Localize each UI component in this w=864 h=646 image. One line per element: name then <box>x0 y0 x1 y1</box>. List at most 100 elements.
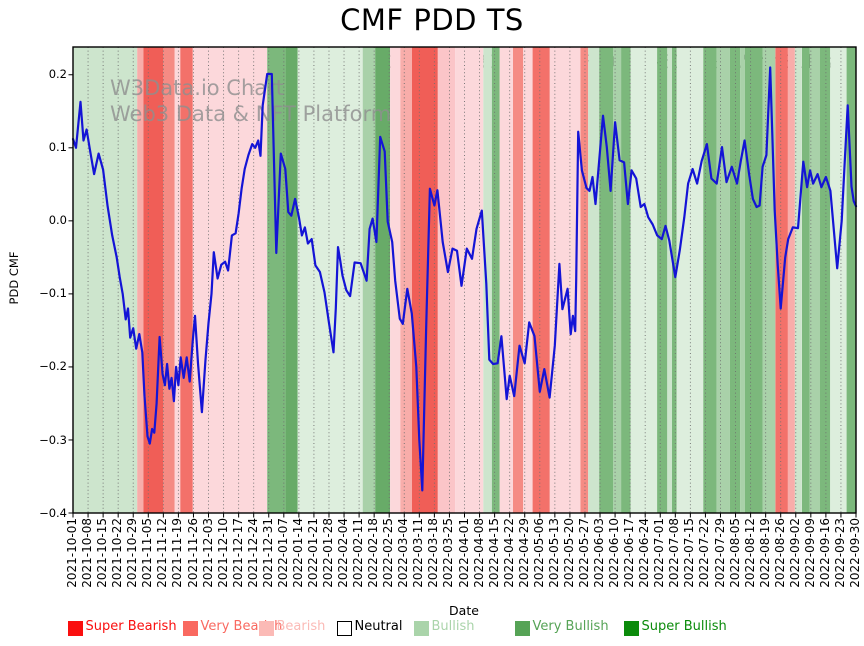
x-tick-label: 2022-06-24 <box>637 518 652 588</box>
x-tick-label: 2021-11-26 <box>185 518 200 588</box>
x-tick-label: 2022-04-01 <box>456 518 471 588</box>
classification-band <box>599 47 614 513</box>
classification-band <box>740 47 745 513</box>
legend-label-neutral: Neutral <box>354 619 403 634</box>
x-tick-label: 2021-10-08 <box>80 518 95 588</box>
classification-band <box>174 47 181 513</box>
x-tick-label: 2022-03-18 <box>426 518 441 588</box>
classification-band <box>744 47 763 513</box>
x-tick-label: 2022-02-11 <box>351 518 366 588</box>
classification-band <box>787 47 795 513</box>
x-tick-label: 2022-07-22 <box>697 518 712 588</box>
classification-band <box>455 47 484 513</box>
x-tick-label: 2022-04-29 <box>516 518 531 588</box>
x-tick-label: 2022-08-19 <box>757 518 772 588</box>
x-tick-label: 2022-04-22 <box>501 518 516 588</box>
x-tick-label: 2021-11-19 <box>170 518 185 588</box>
x-tick-label: 2022-05-27 <box>577 518 591 588</box>
x-tick-label: 2022-02-04 <box>336 518 350 588</box>
x-tick-label: 2022-02-18 <box>366 518 381 588</box>
watermark-line1: W3Data.io Chart <box>110 76 284 100</box>
y-axis-label: PDD CMF <box>7 251 21 305</box>
classification-band <box>588 47 600 513</box>
classification-band <box>286 47 298 513</box>
y-tick-label: −0.2 <box>39 359 67 374</box>
x-tick-label: 2022-07-08 <box>667 518 682 588</box>
x-tick-label: 2022-07-15 <box>682 518 697 588</box>
legend-swatch-super-bullish <box>624 621 639 636</box>
classification-band <box>532 47 550 513</box>
x-tick-label: 2021-12-10 <box>215 518 230 588</box>
x-tick-label: 2021-10-15 <box>95 518 110 588</box>
x-tick-label: 2022-04-08 <box>471 518 486 588</box>
x-tick-label: 2022-06-03 <box>592 518 606 588</box>
x-tick-label: 2022-09-23 <box>832 518 847 588</box>
classification-band <box>613 47 622 513</box>
y-tick-label: 0.0 <box>48 213 67 228</box>
x-tick-label: 2022-01-07 <box>275 518 290 588</box>
y-tick-label: 0.1 <box>48 140 67 155</box>
x-tick-label: 2022-08-05 <box>727 518 742 588</box>
legend-swatch-bearish <box>259 621 274 636</box>
x-tick-label: 2022-08-12 <box>742 518 757 588</box>
legend-swatch-bullish <box>414 621 429 636</box>
classification-band <box>846 47 856 513</box>
classification-band <box>621 47 631 513</box>
legend-label-bearish: Bearish <box>276 619 326 634</box>
x-tick-label: 2022-06-17 <box>622 518 637 588</box>
y-tick-label: −0.4 <box>39 505 67 520</box>
legend-label-bullish: Bullish <box>431 619 475 634</box>
legend-swatch-super-bearish <box>68 621 83 636</box>
classification-band <box>667 47 672 513</box>
legend-swatch-neutral <box>337 621 352 636</box>
classification-band <box>400 47 412 513</box>
classification-band <box>499 47 513 513</box>
classification-band <box>523 47 533 513</box>
x-tick-label: 2021-12-24 <box>245 518 260 588</box>
classification-band <box>437 47 456 513</box>
x-tick-label: 2022-09-16 <box>817 518 832 588</box>
classification-band <box>580 47 589 513</box>
classification-band <box>775 47 788 513</box>
x-tick-label: 2022-05-06 <box>531 518 546 588</box>
classification-band <box>794 47 802 513</box>
legend-swatch-very-bearish <box>183 621 198 636</box>
x-tick-label: 2022-06-10 <box>607 518 622 588</box>
x-tick-label: 2022-04-15 <box>486 518 501 588</box>
x-tick-label: 2022-03-11 <box>411 518 426 588</box>
classification-band <box>657 47 668 513</box>
classification-band <box>412 47 438 513</box>
x-tick-label: 2021-12-03 <box>200 518 215 588</box>
classification-band <box>830 47 847 513</box>
x-tick-label: 2021-11-05 <box>140 518 155 588</box>
classification-band <box>180 47 193 513</box>
classification-band <box>672 47 677 513</box>
y-tick-label: 0.2 <box>48 67 67 82</box>
classification-band <box>676 47 704 513</box>
x-tick-label: 2021-11-12 <box>155 518 170 588</box>
x-tick-label: 2022-01-21 <box>305 518 320 588</box>
classification-band <box>163 47 175 513</box>
classification-band <box>802 47 810 513</box>
classification-band <box>491 47 500 513</box>
x-tick-label: 2022-07-01 <box>652 518 667 588</box>
chart-title: CMF PDD TS <box>340 3 524 37</box>
y-tick-label: −0.3 <box>39 432 67 447</box>
x-tick-label: 2021-10-29 <box>125 518 140 588</box>
classification-band <box>820 47 831 513</box>
x-tick-label: 2022-08-26 <box>772 518 787 588</box>
classification-band <box>73 47 138 513</box>
classification-band <box>716 47 730 513</box>
classification-band <box>630 47 658 513</box>
x-tick-label: 2022-03-04 <box>396 518 411 588</box>
classification-band <box>703 47 717 513</box>
x-tick-label: 2022-01-28 <box>321 518 335 588</box>
x-tick-label: 2022-07-29 <box>712 518 727 588</box>
cmf-line <box>71 66 858 492</box>
classification-band <box>513 47 524 513</box>
x-tick-label: 2022-09-02 <box>787 518 802 588</box>
x-tick-label: 2022-02-25 <box>381 518 396 588</box>
x-tick-label: 2021-10-22 <box>110 518 125 588</box>
classification-band <box>483 47 492 513</box>
